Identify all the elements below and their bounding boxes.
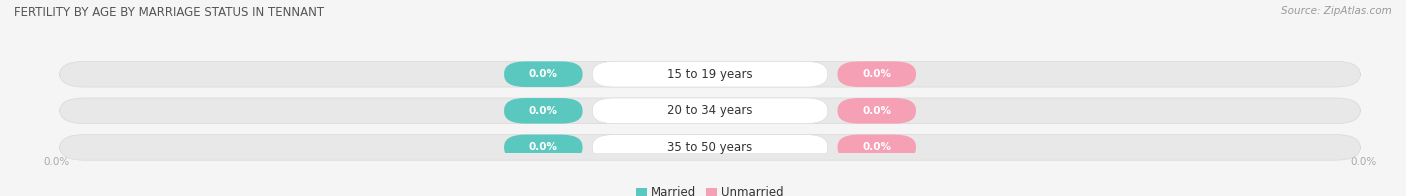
Text: Source: ZipAtlas.com: Source: ZipAtlas.com [1281, 6, 1392, 16]
FancyBboxPatch shape [592, 98, 828, 124]
Text: 20 to 34 years: 20 to 34 years [668, 104, 752, 117]
Text: 0.0%: 0.0% [529, 142, 558, 152]
Text: 0.0%: 0.0% [862, 106, 891, 116]
Text: 0.0%: 0.0% [862, 69, 891, 79]
FancyBboxPatch shape [838, 135, 915, 160]
FancyBboxPatch shape [838, 61, 915, 87]
FancyBboxPatch shape [505, 61, 582, 87]
FancyBboxPatch shape [59, 135, 1361, 160]
FancyBboxPatch shape [505, 135, 582, 160]
FancyBboxPatch shape [838, 98, 915, 124]
Text: 0.0%: 0.0% [862, 142, 891, 152]
Legend: Married, Unmarried: Married, Unmarried [631, 182, 789, 196]
Text: 15 to 19 years: 15 to 19 years [668, 68, 752, 81]
Text: 0.0%: 0.0% [529, 69, 558, 79]
FancyBboxPatch shape [592, 135, 828, 160]
FancyBboxPatch shape [592, 61, 828, 87]
Text: 35 to 50 years: 35 to 50 years [668, 141, 752, 154]
FancyBboxPatch shape [505, 98, 582, 124]
Text: FERTILITY BY AGE BY MARRIAGE STATUS IN TENNANT: FERTILITY BY AGE BY MARRIAGE STATUS IN T… [14, 6, 325, 19]
FancyBboxPatch shape [59, 61, 1361, 87]
Text: 0.0%: 0.0% [529, 106, 558, 116]
FancyBboxPatch shape [59, 98, 1361, 124]
